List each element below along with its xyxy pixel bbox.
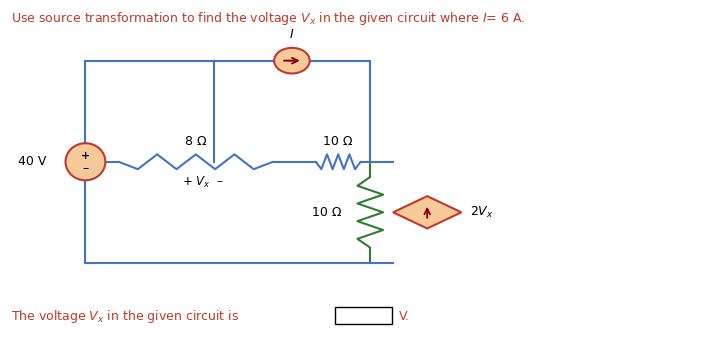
Polygon shape [393, 196, 461, 228]
FancyBboxPatch shape [335, 307, 392, 324]
Ellipse shape [274, 48, 310, 73]
Text: 10 Ω: 10 Ω [313, 206, 342, 219]
Text: 40 V: 40 V [18, 155, 46, 168]
Ellipse shape [66, 143, 105, 180]
Text: $I$: $I$ [289, 28, 295, 41]
Text: + $V_x$  –: + $V_x$ – [182, 175, 224, 190]
Text: –: – [83, 162, 88, 175]
Text: 8 Ω: 8 Ω [185, 135, 206, 148]
Text: +: + [81, 151, 90, 161]
Text: Use source transformation to find the voltage $V_x$ in the given circuit where $: Use source transformation to find the vo… [11, 10, 525, 27]
Text: $2V_x$: $2V_x$ [470, 205, 493, 220]
Text: The voltage $V_x$ in the given circuit is: The voltage $V_x$ in the given circuit i… [11, 308, 239, 325]
Text: V.: V. [399, 310, 409, 323]
Text: 10 Ω: 10 Ω [323, 135, 353, 148]
